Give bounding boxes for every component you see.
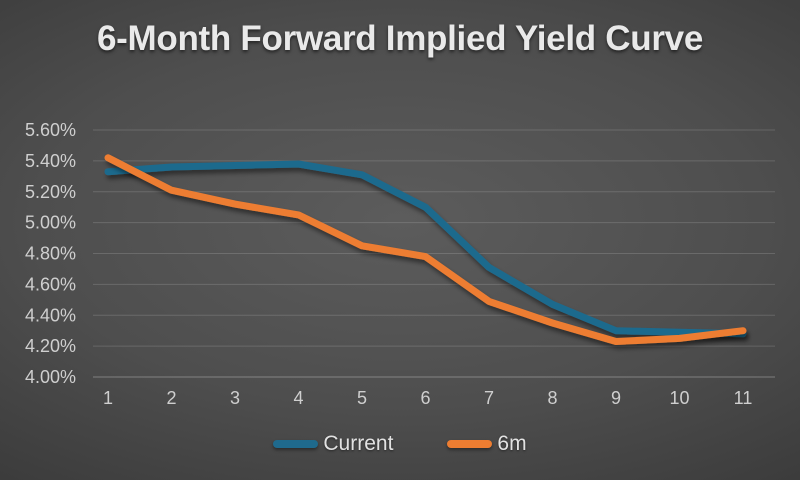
x-tick-label: 3 bbox=[230, 388, 240, 408]
x-tick-label: 9 bbox=[611, 388, 621, 408]
x-tick-label: 8 bbox=[547, 388, 557, 408]
x-tick-label: 6 bbox=[420, 388, 430, 408]
x-tick-label: 1 bbox=[103, 388, 113, 408]
series-line-6m bbox=[104, 154, 747, 345]
y-tick-label: 4.00% bbox=[25, 367, 76, 387]
legend-label-current: Current bbox=[323, 432, 394, 455]
6m-series-swatch-icon bbox=[447, 440, 493, 448]
y-tick-label: 5.20% bbox=[25, 182, 76, 202]
x-axis: 1 2 3 4 5 6 7 8 9 10 11 bbox=[103, 388, 752, 408]
y-tick-label: 5.00% bbox=[25, 213, 76, 233]
y-tick-label: 4.40% bbox=[25, 305, 76, 325]
gridlines bbox=[93, 129, 775, 378]
series-line-current bbox=[104, 160, 747, 338]
x-tick-label: 10 bbox=[669, 388, 689, 408]
legend-label-6m: 6m bbox=[497, 432, 527, 455]
x-tick-label: 2 bbox=[166, 388, 176, 408]
x-tick-label: 7 bbox=[484, 388, 494, 408]
x-tick-label: 11 bbox=[734, 388, 753, 408]
y-axis: 5.60% 5.40% 5.20% 5.00% 4.80% 4.60% 4.40% 4.20%… bbox=[25, 120, 76, 387]
legend-item-6m: 6m bbox=[447, 432, 527, 456]
y-tick-label: 5.40% bbox=[25, 151, 76, 171]
y-tick-label: 4.20% bbox=[25, 336, 76, 356]
y-tick-label: 5.60% bbox=[25, 120, 76, 140]
x-tick-label: 5 bbox=[357, 388, 367, 408]
legend-item-current: Current bbox=[273, 432, 393, 456]
y-tick-label: 4.80% bbox=[25, 244, 76, 264]
y-tick-label: 4.60% bbox=[25, 274, 76, 294]
x-tick-label: 4 bbox=[293, 388, 303, 408]
current-series-swatch-icon bbox=[273, 440, 319, 448]
chart-title: 6-Month Forward Implied Yield Curve bbox=[97, 19, 703, 58]
chart-legend: Current 6m bbox=[0, 431, 800, 457]
